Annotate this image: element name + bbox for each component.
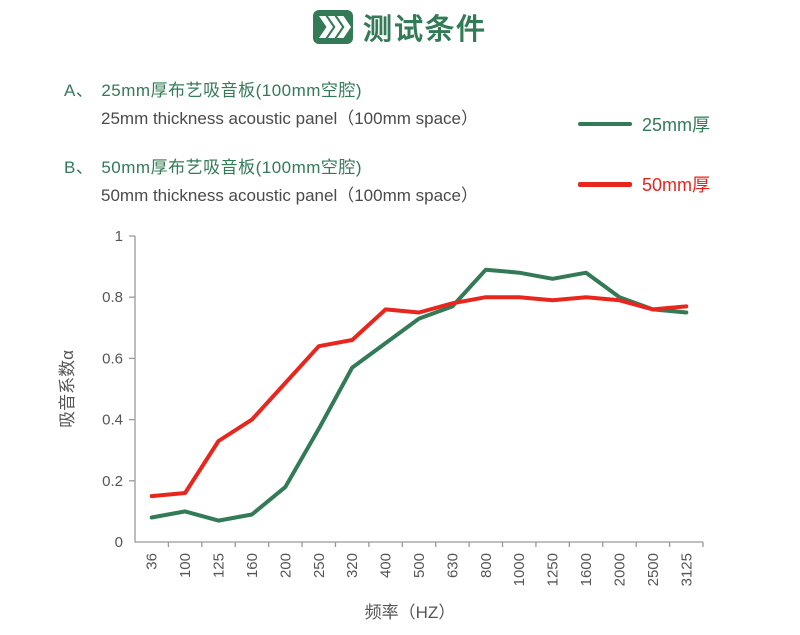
triple-chevron-icon — [312, 10, 353, 44]
legend-line-swatch-red — [578, 181, 632, 187]
condition-a: A、 25mm厚布艺吸音板(100mm空腔) 25mm thickness aco… — [64, 76, 478, 129]
condition-a-zh-text: 25mm厚布艺吸音板(100mm空腔) — [101, 81, 363, 100]
x-tick-label: 1250 — [545, 553, 562, 586]
legend-label-50mm: 50mm厚 — [642, 175, 711, 195]
header: 测试条件 — [0, 6, 800, 48]
x-tick-label: 1000 — [511, 553, 528, 586]
legend-label-25mm: 25mm厚 — [642, 115, 711, 135]
x-tick-label: 400 — [378, 553, 395, 578]
legend-line-swatch-green — [578, 122, 632, 126]
x-tick-label: 2500 — [645, 553, 662, 586]
x-tick-label: 250 — [311, 553, 328, 578]
x-tick-label: 200 — [277, 553, 294, 578]
chart-legend: 25mm厚 50mm厚 — [578, 112, 710, 232]
y-tick-labels: 0 0.2 0.4 0.6 0.8 1 — [102, 228, 123, 551]
axes — [129, 235, 704, 547]
x-tick-label: 320 — [344, 553, 361, 578]
condition-b-marker: B、 — [64, 158, 94, 177]
line-chart: 0 0.2 0.4 0.6 0.8 1 36 100 125 160 200 250 320 400 500… — [58, 228, 704, 622]
condition-b-zh-text: 50mm厚布艺吸音板(100mm空腔) — [101, 158, 363, 177]
x-axis-title: 频率（HZ） — [365, 603, 456, 622]
condition-b-zh: B、 50mm厚布艺吸音板(100mm空腔) — [64, 153, 478, 178]
page-title: 测试条件 — [362, 14, 487, 46]
x-tick-label: 125 — [211, 553, 228, 578]
condition-a-marker: A、 — [64, 81, 94, 100]
condition-b: B、 50mm厚布艺吸音板(100mm空腔) 50mm thickness aco… — [64, 153, 478, 206]
series-line-0 — [149, 267, 689, 523]
condition-b-en: 50mm thickness acoustic panel（100mm spac… — [101, 186, 478, 205]
x-tick-labels: 36 100 125 160 200 250 320 400 500 630 800 1000 1250… — [144, 553, 696, 586]
y-tick-label: 0 — [115, 534, 123, 551]
y-axis-title: 吸音系数α — [58, 350, 77, 428]
y-tick-label: 0.8 — [102, 289, 123, 306]
legend-item-25mm: 25mm厚 — [578, 112, 710, 136]
x-tick-label: 630 — [444, 553, 461, 578]
y-tick-label: 0.6 — [102, 350, 123, 367]
x-tick-label: 100 — [177, 553, 194, 578]
x-tick-label: 500 — [411, 553, 428, 578]
y-tick-label: 0.2 — [102, 473, 123, 490]
legend-item-50mm: 50mm厚 — [578, 172, 710, 196]
condition-a-en: 25mm thickness acoustic panel（100mm spac… — [101, 109, 478, 128]
x-tick-label: 160 — [244, 553, 261, 578]
x-tick-label: 2000 — [611, 553, 628, 586]
test-conditions: A、 25mm厚布艺吸音板(100mm空腔) 25mm thickness aco… — [64, 76, 478, 230]
x-tick-label: 800 — [478, 553, 495, 578]
x-tick-label: 36 — [144, 553, 161, 570]
condition-a-zh: A、 25mm厚布艺吸音板(100mm空腔) — [64, 76, 478, 101]
y-tick-label: 1 — [115, 228, 123, 245]
x-tick-label: 1600 — [578, 553, 595, 586]
y-tick-label: 0.4 — [102, 412, 123, 429]
x-tick-label: 3125 — [678, 553, 695, 586]
series-line-1 — [149, 295, 689, 499]
